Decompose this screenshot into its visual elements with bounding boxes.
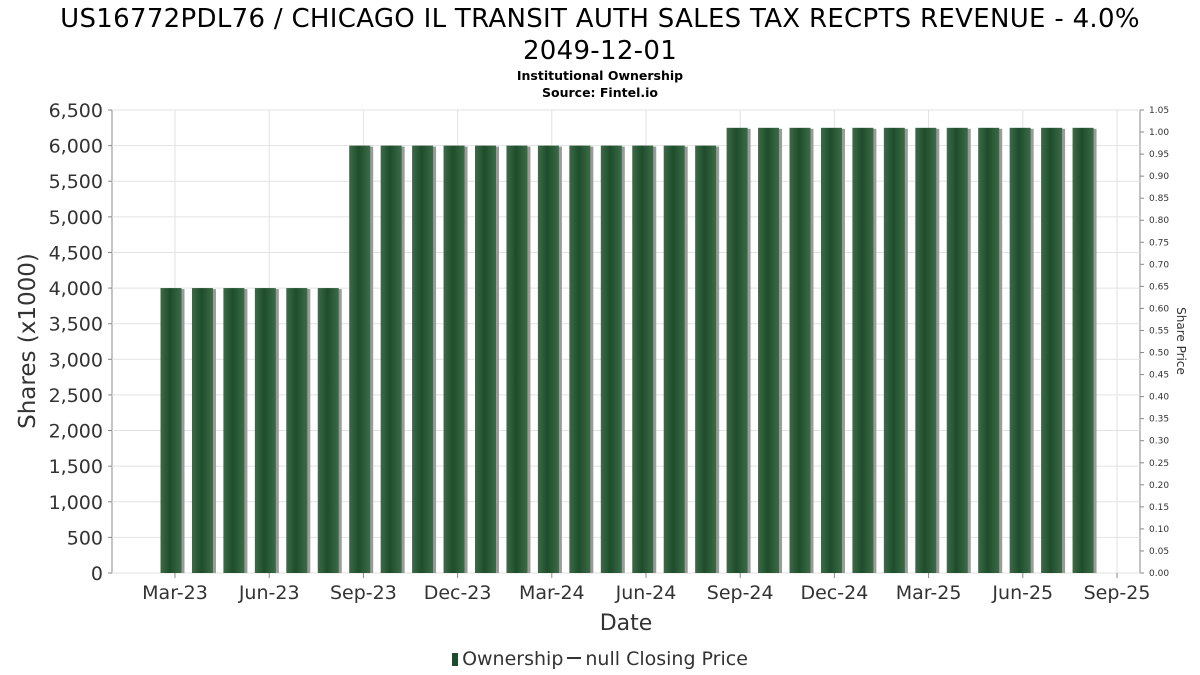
y2-tick-label: 0.00 [1149, 569, 1169, 579]
y2-tick-label: 0.60 [1149, 304, 1169, 314]
ownership-bar [883, 127, 905, 574]
x-axis-title: Date [600, 611, 653, 636]
x-tick-label: Jun-24 [615, 582, 677, 604]
ownership-bar [412, 145, 434, 573]
y-tick-label: 6,000 [49, 136, 103, 158]
ownership-bar [726, 127, 748, 574]
x-tick-label: Dec-24 [800, 582, 868, 604]
y2-tick-label: 0.65 [1149, 282, 1169, 292]
ownership-bar [254, 288, 276, 573]
price-legend-line [567, 657, 582, 659]
x-tick-label: Jun-23 [238, 582, 300, 604]
ownership-bar [600, 145, 622, 573]
y2-tick-label: 0.05 [1149, 547, 1169, 557]
y2-tick-label: 0.85 [1149, 194, 1169, 204]
ownership-legend-swatch [452, 653, 459, 666]
ownership-bar [978, 127, 1000, 574]
x-tick-label: Jun-25 [991, 582, 1053, 604]
ownership-bar [1072, 127, 1094, 574]
x-tick-label: Sep-23 [330, 582, 397, 604]
y2-tick-label: 1.05 [1149, 106, 1169, 116]
y2-tick-label: 0.45 [1149, 371, 1169, 381]
ownership-bar [1009, 127, 1031, 574]
y-tick-label: 3,500 [49, 314, 103, 336]
ownership-bar [695, 145, 717, 573]
y2-tick-label: 0.55 [1149, 326, 1169, 336]
ownership-chart: 0 500 1,000 1,500 2,000 2,500 3,000 3,500 4,000 4… [15, 100, 1188, 636]
y-tick-label: 5,500 [49, 171, 103, 193]
y2-tick-label: 0.25 [1149, 459, 1169, 469]
y2-tick-label: 0.70 [1149, 260, 1169, 270]
chart-title-line-2: 2049-12-01 [522, 36, 678, 66]
ownership-bar [569, 145, 591, 573]
ownership-bar [852, 127, 874, 574]
x-tick-label: Mar-24 [519, 582, 585, 604]
y2-tick-label: 0.75 [1149, 238, 1169, 248]
ownership-bar [758, 127, 780, 574]
y-tick-label: 4,000 [49, 278, 103, 300]
y-tick-label: 1,000 [49, 492, 103, 514]
y2-tick-label: 0.35 [1149, 415, 1169, 425]
y-tick-label: 0 [91, 563, 103, 585]
ownership-bar [160, 288, 182, 573]
ownership-legend-label: Ownership [462, 648, 564, 670]
y-tick-label: 6,500 [49, 100, 103, 122]
x-tick-label: Sep-24 [707, 582, 774, 604]
y2-tick-label: 0.50 [1149, 349, 1169, 359]
y2-tick-label: 1.00 [1149, 128, 1169, 138]
ownership-bar [663, 145, 685, 573]
y-tick-label: 5,000 [49, 207, 103, 229]
y-tick-label: 2,500 [49, 385, 103, 407]
ownership-bar [820, 127, 842, 574]
ownership-bar [1041, 127, 1063, 574]
y2-tick-label: 0.80 [1149, 216, 1169, 226]
chart-title-line-1: US16772PDL76 / CHICAGO IL TRANSIT AUTH S… [60, 4, 1140, 34]
y2-tick-label: 0.10 [1149, 525, 1169, 535]
ownership-bar [191, 288, 213, 573]
ownership-bar [443, 145, 465, 573]
chart-source: Source: Fintel.io [542, 85, 658, 100]
y2-tick-label: 0.95 [1149, 150, 1169, 160]
ownership-bar [475, 145, 496, 573]
y2-tick-label: 0.20 [1149, 481, 1169, 491]
y-tick-label: 1,500 [49, 456, 103, 478]
y2-tick-label: 0.90 [1149, 172, 1169, 182]
chart-subtitle: Institutional Ownership [516, 68, 684, 83]
ownership-bar [380, 145, 402, 573]
y-axis-title: Shares (x1000) [15, 253, 41, 429]
y-tick-label: 4,500 [49, 242, 103, 264]
y2-tick-label: 0.30 [1149, 437, 1169, 447]
x-tick-label: Mar-25 [896, 582, 962, 604]
x-tick-label: Dec-23 [424, 582, 492, 604]
y-tick-label: 3,000 [49, 349, 103, 371]
ownership-bar [946, 127, 968, 574]
ownership-bar [223, 288, 245, 573]
ownership-bar [789, 127, 811, 574]
ownership-bar [286, 288, 308, 573]
y2-axis-title: Share Price [1174, 307, 1188, 375]
price-legend-label: null Closing Price [585, 648, 748, 670]
x-tick-label: Mar-23 [142, 582, 208, 604]
ownership-bar [349, 145, 371, 573]
ownership-bar [632, 145, 654, 573]
ownership-bar [317, 288, 339, 573]
ownership-bar [537, 145, 559, 573]
y2-tick-label: 0.40 [1149, 393, 1169, 403]
y-tick-label: 500 [67, 527, 103, 549]
x-tick-label: Sep-25 [1084, 582, 1151, 604]
ownership-bar [506, 145, 528, 573]
ownership-bar [915, 127, 937, 574]
y-tick-label: 2,000 [49, 421, 103, 443]
y2-tick-label: 0.15 [1149, 503, 1169, 513]
chart-legend: Ownership null Closing Price [0, 647, 1200, 671]
